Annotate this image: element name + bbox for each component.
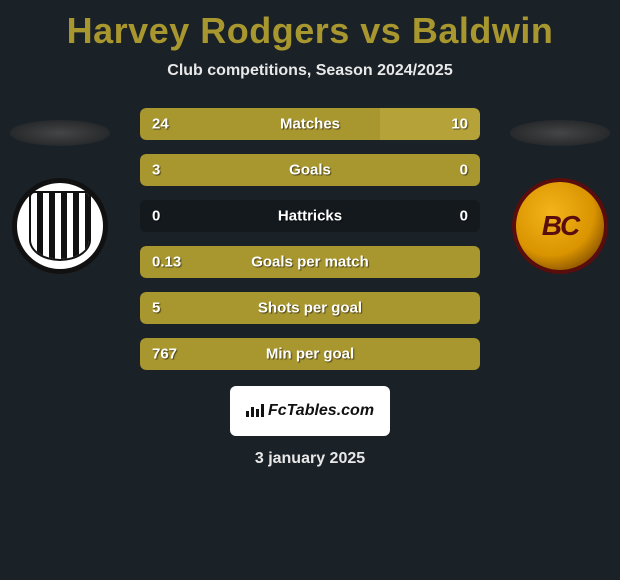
right-team-crest-icon: BC	[512, 178, 608, 274]
stat-label: Goals	[289, 162, 331, 179]
stat-value-right: 0	[460, 162, 468, 179]
stat-row: Shots per goal 5	[140, 292, 480, 324]
shadow-ellipse-icon	[510, 120, 610, 146]
stat-row: Goals 3 0	[140, 154, 480, 186]
stat-value-left: 24	[152, 116, 169, 133]
stat-label: Hattricks	[278, 208, 342, 225]
stat-row: Hattricks 0 0	[140, 200, 480, 232]
left-team-crest-icon	[12, 178, 108, 274]
stat-value-left: 0.13	[152, 254, 181, 271]
brand-label: FcTables.com	[268, 402, 374, 420]
stat-label: Matches	[280, 116, 340, 133]
page-title: Harvey Rodgers vs Baldwin	[0, 0, 620, 52]
stat-value-right: 0	[460, 208, 468, 225]
left-crest-zone	[0, 120, 120, 274]
shadow-ellipse-icon	[10, 120, 110, 146]
stat-label: Shots per goal	[258, 300, 362, 317]
stat-value-left: 5	[152, 300, 160, 317]
stat-bar-left	[140, 108, 380, 140]
subtitle: Club competitions, Season 2024/2025	[0, 62, 620, 80]
stat-row: Goals per match 0.13	[140, 246, 480, 278]
chart-icon	[246, 403, 264, 420]
stat-value-left: 3	[152, 162, 160, 179]
stat-value-right: 10	[451, 116, 468, 133]
footer-date: 3 january 2025	[0, 450, 620, 468]
stats-container: Matches 24 10 Goals 3 0 Hattricks 0 0 Goals per m…	[140, 108, 480, 370]
stat-row: Min per goal 767	[140, 338, 480, 370]
stat-value-left: 767	[152, 346, 177, 363]
stat-row: Matches 24 10	[140, 108, 480, 140]
stat-value-left: 0	[152, 208, 160, 225]
stat-label: Min per goal	[266, 346, 354, 363]
right-crest-zone: BC	[500, 120, 620, 274]
brand-box: FcTables.com	[230, 386, 390, 436]
stat-label: Goals per match	[251, 254, 369, 271]
